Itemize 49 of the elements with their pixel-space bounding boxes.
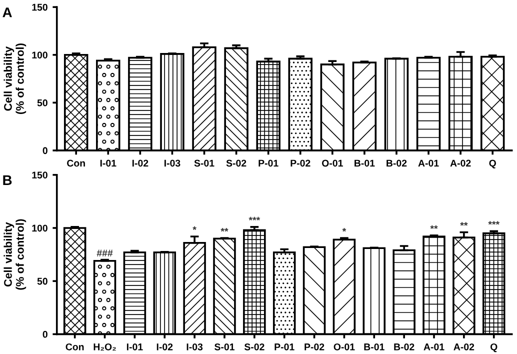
- x-tick-label: A-02: [454, 343, 474, 350]
- y-tick-label: 0: [42, 330, 48, 338]
- y-tick-label: 0: [42, 147, 48, 154]
- annotation: ***: [488, 221, 500, 225]
- y-tick-label: 100: [32, 224, 48, 232]
- x-tick-label: A-02: [450, 160, 471, 167]
- x-tick-label: I-02: [156, 343, 173, 350]
- annotation: ***: [248, 216, 260, 220]
- x-tick-label: S-02: [244, 343, 264, 350]
- x-tick-label: P-01: [274, 343, 294, 350]
- text: B: [3, 175, 12, 185]
- x-tick-label: S-02: [226, 160, 246, 167]
- x-tick-label: P-01: [258, 160, 278, 167]
- x-tick-label: B-02: [394, 343, 414, 350]
- x-tick-label: Q: [489, 160, 496, 168]
- x-tick-label: S-01: [194, 160, 214, 167]
- x-tick-label: H₂O₂: [94, 343, 116, 351]
- y-axis-title: Cell viability (% of control): [4, 219, 26, 290]
- x-tick-label: B-01: [364, 343, 384, 350]
- x-tick-label: B-01: [354, 160, 375, 167]
- annotation: ###: [96, 250, 113, 256]
- x-tick-label: I-03: [164, 160, 180, 167]
- annotation: *: [192, 226, 196, 230]
- x-tick-label: O-01: [322, 160, 343, 167]
- x-tick-label: Con: [66, 343, 84, 350]
- annotation: *: [342, 228, 346, 232]
- y-tick-label: 50: [37, 278, 48, 285]
- x-tick-label: P-02: [304, 343, 324, 350]
- x-tick-label: S-01: [214, 343, 234, 350]
- y-tick-label: 150: [32, 172, 48, 178]
- y-axis-title: Cell viability (% of control): [4, 44, 26, 114]
- x-tick-label: Q: [490, 343, 498, 352]
- y-tick-label: 50: [37, 99, 48, 106]
- x-tick-label: P-02: [290, 160, 310, 167]
- y-tick-label: 100: [32, 52, 48, 58]
- x-tick-label: I-02: [132, 160, 148, 167]
- annotation: **: [460, 222, 468, 226]
- x-tick-label: I-03: [186, 343, 203, 350]
- x-tick-label: B-02: [386, 160, 407, 167]
- x-tick-label: A-01: [424, 343, 444, 350]
- annotation: **: [220, 228, 228, 232]
- x-tick-label: I-01: [126, 343, 143, 350]
- x-tick-label: I-01: [100, 160, 116, 167]
- text: A: [2, 8, 12, 18]
- x-tick-label: A-01: [418, 160, 439, 167]
- x-tick-label: O-01: [334, 343, 355, 350]
- x-tick-label: Con: [67, 160, 85, 167]
- annotation: **: [430, 225, 438, 229]
- y-tick-label: 150: [32, 4, 48, 11]
